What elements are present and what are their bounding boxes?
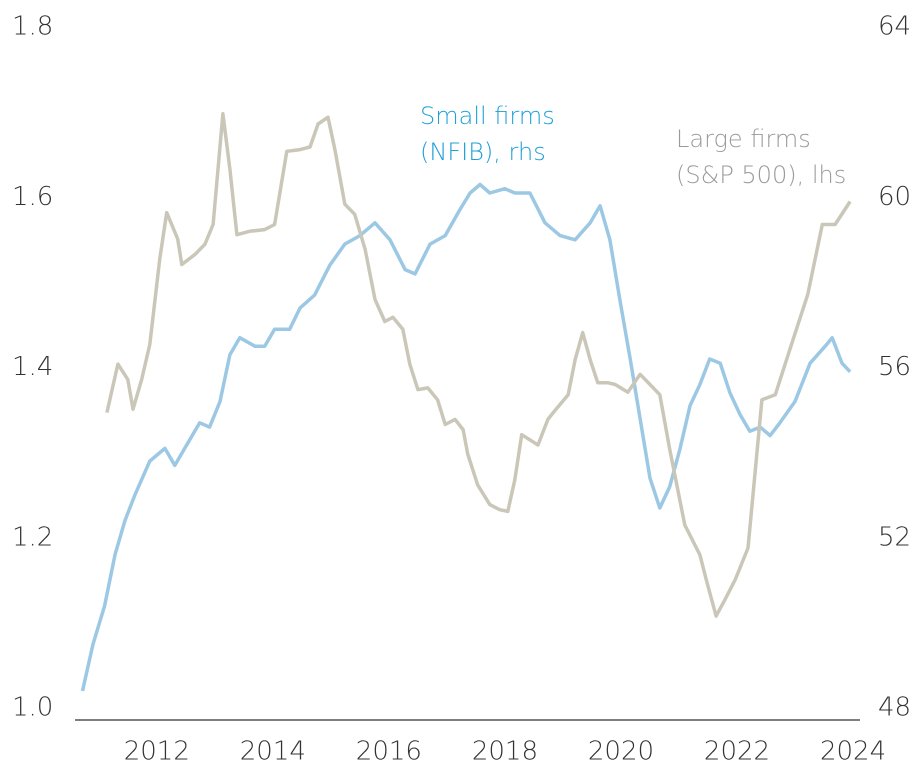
x-tick-label: 2022: [704, 737, 770, 767]
x-tick-label: 2018: [472, 737, 538, 767]
y-tick-label: 1.8: [12, 12, 53, 42]
y2-tick-label: 64: [878, 12, 911, 42]
y2-tick-label: 48: [878, 693, 911, 723]
series-line: [80, 182, 852, 692]
y2-tick-label: 60: [878, 182, 911, 212]
y-tick-label: 1.2: [12, 522, 53, 552]
y-tick-label: 1.0: [12, 693, 53, 723]
x-tick-label: 2016: [356, 737, 422, 767]
annotation: (S&P 500), lhs: [676, 161, 846, 189]
x-tick-label: 2024: [820, 737, 886, 767]
y2-tick-label: 56: [878, 352, 911, 382]
y-tick-label: 1.6: [12, 182, 53, 212]
series-line: [105, 112, 852, 618]
annotation: Small firms: [420, 102, 555, 130]
x-tick-label: 2012: [124, 737, 190, 767]
annotation: Large firms: [676, 125, 811, 153]
x-tick-label: 2020: [588, 737, 654, 767]
annotation: (NFIB), rhs: [420, 138, 546, 166]
y-tick-label: 1.4: [12, 352, 53, 382]
x-tick-label: 2014: [240, 737, 306, 767]
y2-tick-label: 52: [878, 522, 911, 552]
